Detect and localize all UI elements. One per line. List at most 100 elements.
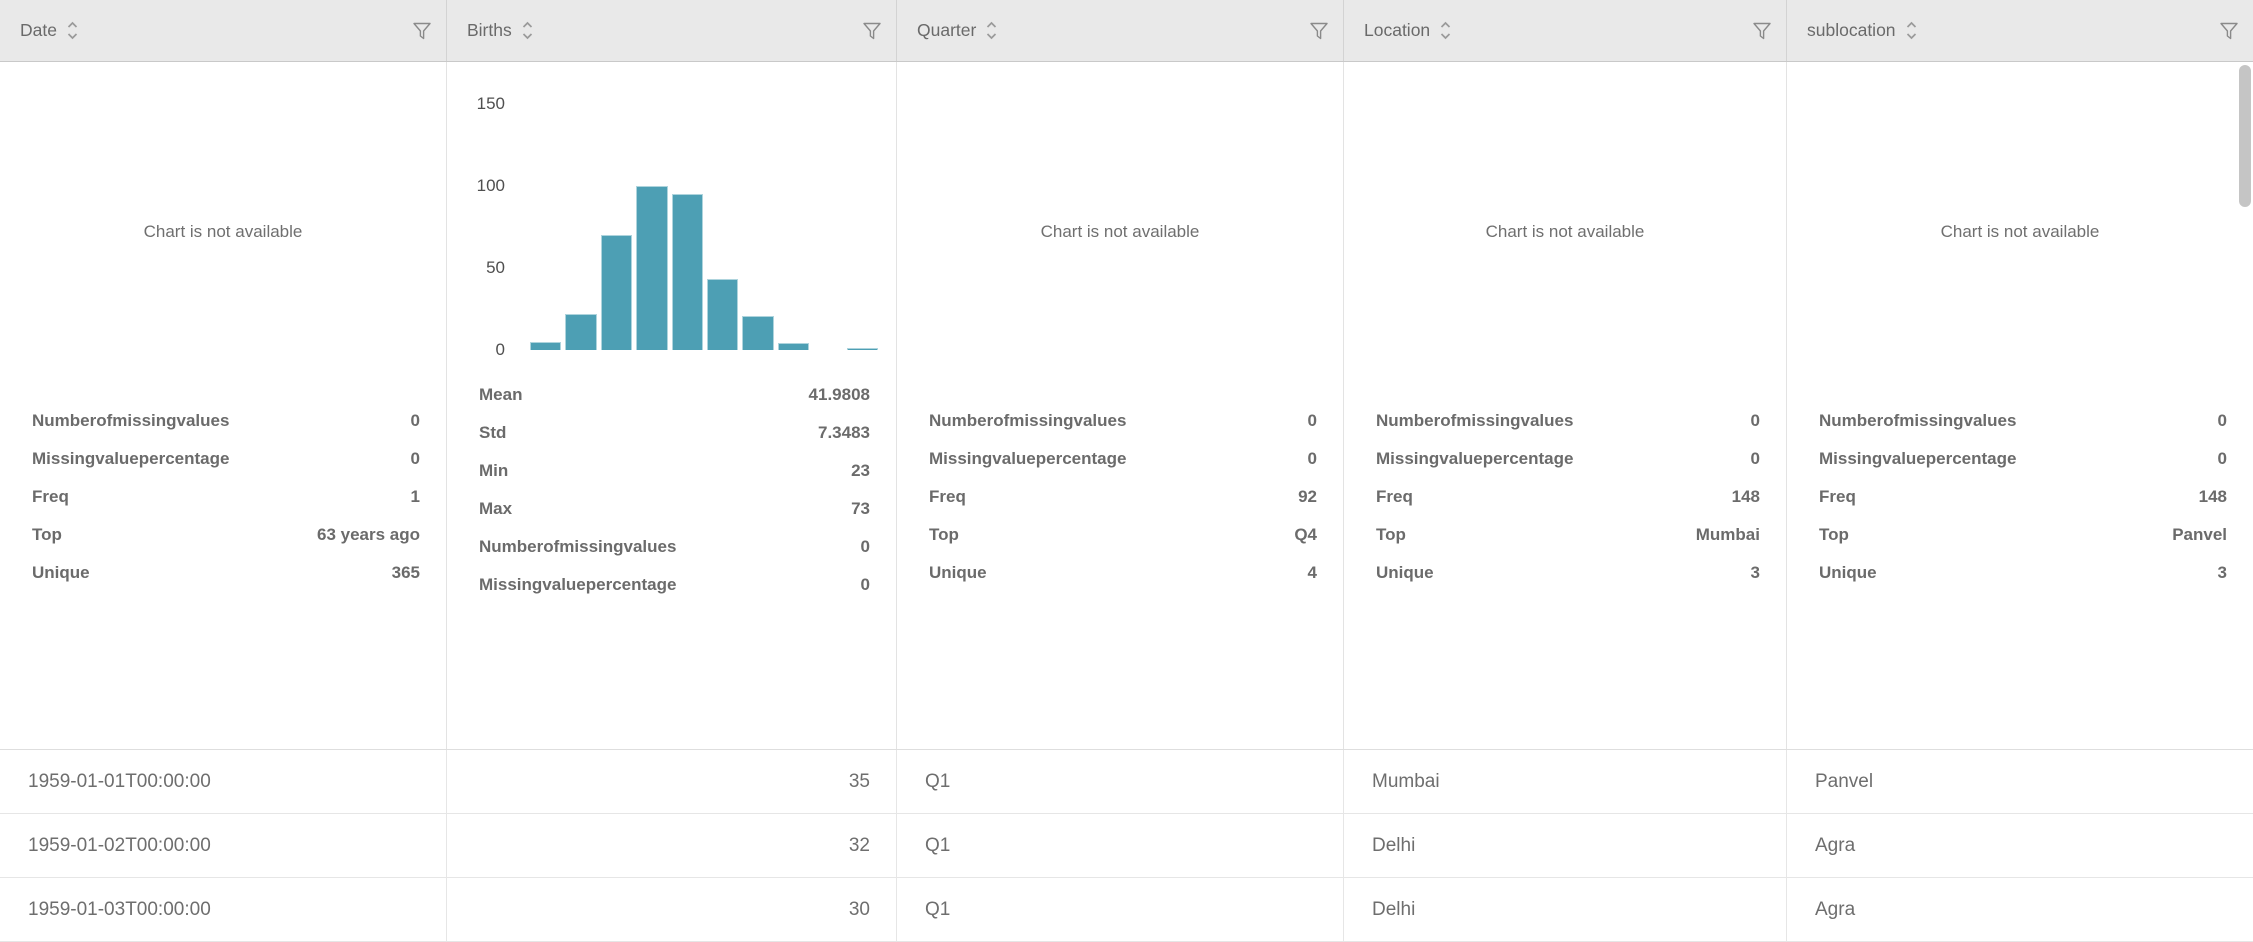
- scrollbar-thumb[interactable]: [2239, 65, 2251, 207]
- chart-placeholder: Chart is not available: [1344, 62, 1786, 402]
- sort-icon[interactable]: [521, 20, 534, 42]
- stat-value: 0: [1307, 449, 1317, 468]
- column-header-Location[interactable]: Location: [1344, 0, 1787, 61]
- stat-label: Freq: [32, 487, 69, 506]
- y-axis-tick: 150: [476, 94, 505, 113]
- cell-value: 1959-01-01T00:00:00: [28, 770, 211, 792]
- cell-value: 1959-01-02T00:00:00: [28, 834, 211, 856]
- column-header-label: sublocation: [1807, 20, 1896, 40]
- stat-row: Unique 4: [897, 554, 1343, 592]
- stat-label: Numberofmissingvalues: [1376, 411, 1574, 430]
- y-axis-tick: 0: [495, 340, 505, 359]
- sort-icon[interactable]: [1439, 20, 1452, 42]
- table-row[interactable]: 1959-01-01T00:00:00 35 Q1 Mumbai Panvel: [0, 750, 2253, 814]
- stat-label: Numberofmissingvalues: [929, 411, 1127, 430]
- stat-value: 0: [2217, 411, 2227, 430]
- column-header-sublocation[interactable]: sublocation: [1787, 0, 2253, 61]
- column-summary-Quarter: Chart is not available Numberofmissingval…: [897, 62, 1344, 749]
- stat-label: Top: [32, 525, 62, 544]
- stat-label: Numberofmissingvalues: [32, 411, 230, 430]
- stat-value: 3: [1750, 563, 1760, 582]
- filter-icon[interactable]: [1309, 21, 1329, 41]
- filter-icon[interactable]: [1752, 21, 1772, 41]
- stat-row: Freq 1: [0, 478, 446, 516]
- column-stats: Numberofmissingvalues 0 Missingvaluepercen…: [1787, 402, 2253, 592]
- stat-row: Numberofmissingvalues 0: [1787, 402, 2253, 440]
- cell-Quarter: Q1: [897, 878, 1344, 941]
- sort-icon[interactable]: [1905, 20, 1918, 42]
- column-summary-Births: 0 50 100 150 Mean 41.9808 Std 7.3483 Min 23 Max 73 N…: [447, 62, 897, 749]
- stat-value: 7.3483: [818, 423, 870, 442]
- cell-value: Agra: [1815, 898, 1856, 920]
- filter-icon[interactable]: [2219, 21, 2239, 41]
- stat-label: Missingvaluepercentage: [32, 449, 230, 468]
- stat-row: Missingvaluepercentage 0: [447, 566, 896, 604]
- cell-Date: 1959-01-02T00:00:00: [0, 814, 447, 877]
- stat-label: Top: [1819, 525, 1849, 544]
- column-header-Quarter[interactable]: Quarter: [897, 0, 1344, 61]
- stat-value: 92: [1298, 487, 1317, 506]
- cell-value: 1959-01-03T00:00:00: [28, 898, 211, 920]
- stat-row: Freq 92: [897, 478, 1343, 516]
- stat-row: Missingvaluepercentage 0: [1344, 440, 1786, 478]
- cell-Date: 1959-01-01T00:00:00: [0, 750, 447, 813]
- cell-sublocation: Agra: [1787, 814, 2253, 877]
- cell-Births: 35: [447, 750, 897, 813]
- stat-value: Q4: [1294, 525, 1317, 544]
- histogram-bar: [707, 279, 739, 350]
- stat-value: 1: [410, 487, 420, 506]
- stat-row: Freq 148: [1787, 478, 2253, 516]
- y-axis-tick: 100: [476, 176, 505, 195]
- stat-row: Std 7.3483: [447, 414, 896, 452]
- cell-value: 30: [848, 898, 870, 920]
- stat-row: Top 63 years ago: [0, 516, 446, 554]
- stat-label: Missingvaluepercentage: [1376, 449, 1574, 468]
- filter-icon[interactable]: [862, 21, 882, 41]
- stat-label: Numberofmissingvalues: [479, 537, 677, 556]
- stat-row: Missingvaluepercentage 0: [1787, 440, 2253, 478]
- stat-value: 3: [2217, 563, 2227, 582]
- stat-row: Top Panvel: [1787, 516, 2253, 554]
- column-header-Date[interactable]: Date: [0, 0, 447, 61]
- cell-value: Panvel: [1815, 770, 1874, 792]
- stat-value: 63 years ago: [316, 525, 420, 544]
- sort-icon[interactable]: [985, 20, 998, 42]
- table-body: 1959-01-01T00:00:00 35 Q1 Mumbai Panvel 1959-…: [0, 750, 2253, 942]
- stat-value: 73: [851, 499, 870, 518]
- sort-icon[interactable]: [66, 20, 79, 42]
- cell-value: Mumbai: [1372, 770, 1440, 792]
- cell-Location: Mumbai: [1344, 750, 1787, 813]
- cell-Births: 32: [447, 814, 897, 877]
- stat-value: Panvel: [2172, 525, 2227, 544]
- stat-value: Mumbai: [1695, 525, 1760, 544]
- stat-row: Unique 3: [1344, 554, 1786, 592]
- column-header-label: Date: [20, 20, 57, 40]
- stat-row: Numberofmissingvalues 0: [1344, 402, 1786, 440]
- histogram-bar: [530, 342, 562, 350]
- stat-row: Mean 41.9808: [447, 376, 896, 414]
- histogram-bar: [742, 316, 774, 350]
- table-row[interactable]: 1959-01-02T00:00:00 32 Q1 Delhi Agra: [0, 814, 2253, 878]
- cell-sublocation: Panvel: [1787, 750, 2253, 813]
- stat-label: Top: [929, 525, 959, 544]
- column-header-Births[interactable]: Births: [447, 0, 897, 61]
- stat-value: 23: [851, 461, 870, 480]
- column-stats: Numberofmissingvalues 0 Missingvaluepercen…: [1344, 402, 1786, 592]
- column-stats: Mean 41.9808 Std 7.3483 Min 23 Max 73 Numberofmi…: [447, 376, 896, 604]
- stat-label: Missingvaluepercentage: [479, 575, 677, 594]
- stat-value: 0: [860, 537, 870, 556]
- stat-value: 365: [391, 563, 420, 582]
- histogram-bar: [777, 343, 810, 350]
- stat-label: Top: [1376, 525, 1406, 544]
- vertical-scrollbar[interactable]: [2239, 63, 2252, 941]
- stat-value: 0: [410, 411, 420, 430]
- chart-not-available-message: Chart is not available: [1040, 222, 1200, 241]
- table-row[interactable]: 1959-01-03T00:00:00 30 Q1 Delhi Agra: [0, 878, 2253, 942]
- stat-label: Missingvaluepercentage: [1819, 449, 2017, 468]
- stat-row: Freq 148: [1344, 478, 1786, 516]
- column-summary-row: Chart is not available Numberofmissingval…: [0, 62, 2253, 750]
- stat-value: 4: [1307, 563, 1317, 582]
- cell-value: 32: [848, 834, 870, 856]
- column-summary-Date: Chart is not available Numberofmissingval…: [0, 62, 447, 749]
- filter-icon[interactable]: [412, 21, 432, 41]
